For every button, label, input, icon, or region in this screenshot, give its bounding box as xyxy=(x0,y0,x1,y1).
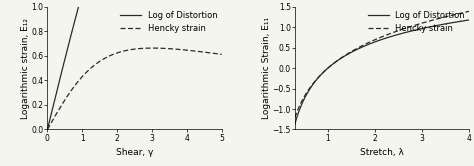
Legend: Log of Distortion, Hencky strain: Log of Distortion, Hencky strain xyxy=(368,11,465,33)
Legend: Log of Distortion, Hencky strain: Log of Distortion, Hencky strain xyxy=(120,11,218,33)
Y-axis label: Logarithmic Strain, E₁₁: Logarithmic Strain, E₁₁ xyxy=(262,17,271,119)
Y-axis label: Logarithmic strain, E₁₂: Logarithmic strain, E₁₂ xyxy=(21,18,30,119)
X-axis label: Stretch, λ: Stretch, λ xyxy=(360,148,404,157)
X-axis label: Shear, γ: Shear, γ xyxy=(116,148,153,157)
